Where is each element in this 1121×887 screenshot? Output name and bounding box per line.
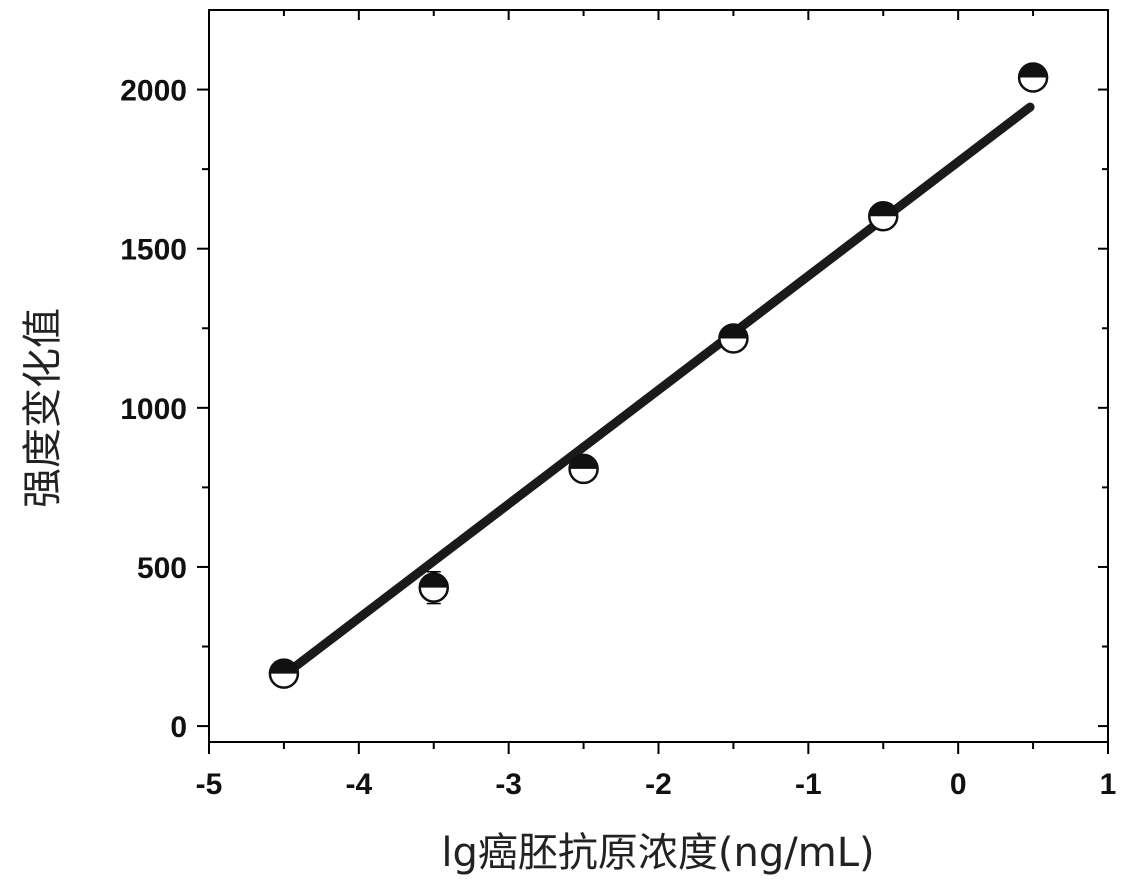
data-point <box>270 660 298 688</box>
fit-line <box>284 107 1030 675</box>
data-point <box>1019 63 1047 91</box>
y-tick-label: 0 <box>170 711 187 744</box>
x-tick-label: -1 <box>795 768 822 801</box>
marker-top-half <box>420 574 448 588</box>
data-point <box>869 202 897 230</box>
y-tick-label: 2000 <box>120 75 187 108</box>
y-tick-label: 1000 <box>120 393 187 426</box>
y-tick-labels: 0 500 1000 1500 2000 <box>120 75 187 745</box>
y-axis-title: 强度变化值 <box>20 308 66 508</box>
marker-top-half <box>270 660 298 674</box>
x-axis-title: lg癌胚抗原浓度(ng/mL) <box>441 830 874 876</box>
x-tick-label: -5 <box>196 768 223 801</box>
y-tick-label: 500 <box>137 552 187 585</box>
marker-top-half <box>869 202 897 216</box>
x-tick-labels: -5 -4 -3 -2 -1 0 1 <box>196 768 1117 801</box>
x-tick-label: 0 <box>950 768 967 801</box>
data-point <box>570 455 598 483</box>
x-tick-label: -3 <box>495 768 522 801</box>
x-tick-label: 1 <box>1100 768 1117 801</box>
x-tick-label: -4 <box>345 768 372 801</box>
x-tick-label: -2 <box>645 768 672 801</box>
fit-line-group <box>284 107 1030 675</box>
marker-top-half <box>1019 63 1047 77</box>
data-point <box>719 324 747 352</box>
data-point <box>420 572 448 604</box>
y-tick-label: 1500 <box>120 234 187 267</box>
